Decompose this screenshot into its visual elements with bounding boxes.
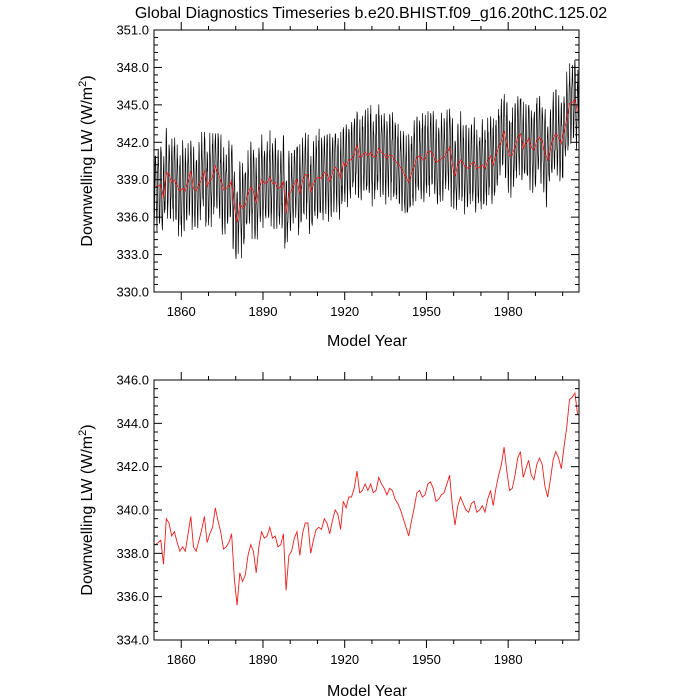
bottom-ytick-label: 334.0 [116, 633, 149, 648]
top-ytick-label: 336.0 [116, 210, 149, 225]
bottom-xtick-label: 1920 [330, 652, 359, 667]
top-xtick-label: 1950 [412, 304, 441, 319]
bottom-ytick-label: 346.0 [116, 373, 149, 388]
bottom-ticks-group: 334.0 336.0 338.0 340.0 342.0 344.0 346.0 1860 1… [116, 372, 579, 667]
bottom-xtick-label: 1860 [167, 652, 196, 667]
bottom-xtick-label: 1950 [412, 652, 441, 667]
bottom-ytick-label: 336.0 [116, 589, 149, 604]
top-monthly-series-line [153, 59, 580, 260]
top-plot-frame [153, 29, 580, 293]
bottom-ytick-label: 340.0 [116, 503, 149, 518]
top-panel: 330.0 333.0 336.0 339.0 342.0 345.0 348.0 351.0… [77, 22, 580, 350]
top-xtick-label: 1980 [494, 304, 523, 319]
top-x-axis-label: Model Year [327, 333, 408, 350]
bottom-ytick-label: 342.0 [116, 459, 149, 474]
bottom-xtick-label: 1980 [494, 652, 523, 667]
top-annual-series-line [155, 99, 579, 223]
bottom-ytick-label: 344.0 [116, 416, 149, 431]
bottom-x-axis-label: Model Year [327, 683, 408, 700]
top-ticks-group: 330.0 333.0 336.0 339.0 342.0 345.0 348.0 351.0… [116, 22, 579, 319]
top-ytick-label: 333.0 [116, 247, 149, 262]
bottom-xtick-label: 1890 [249, 652, 278, 667]
bottom-panel: 334.0 336.0 338.0 340.0 342.0 344.0 346.0 1860 1… [77, 372, 580, 700]
top-xtick-label: 1920 [330, 304, 359, 319]
top-y-axis-label: Downwelling LW (W/m2) [77, 75, 96, 246]
top-xtick-label: 1890 [249, 304, 278, 319]
top-xtick-label: 1860 [167, 304, 196, 319]
top-ytick-label: 342.0 [116, 135, 149, 150]
top-series-group [153, 59, 580, 260]
chart-title: Global Diagnostics Timeseries b.e20.BHIS… [135, 5, 607, 22]
bottom-ytick-label: 338.0 [116, 546, 149, 561]
top-ytick-label: 351.0 [116, 23, 149, 38]
top-ytick-label: 339.0 [116, 172, 149, 187]
bottom-annual-series-line [155, 391, 579, 606]
bottom-plot-frame [153, 379, 580, 641]
top-ytick-label: 330.0 [116, 285, 149, 300]
bottom-y-axis-label: Downwelling LW (W/m2) [77, 424, 96, 595]
bottom-series-group [155, 391, 579, 606]
top-ytick-label: 345.0 [116, 97, 149, 112]
top-ytick-label: 348.0 [116, 60, 149, 75]
